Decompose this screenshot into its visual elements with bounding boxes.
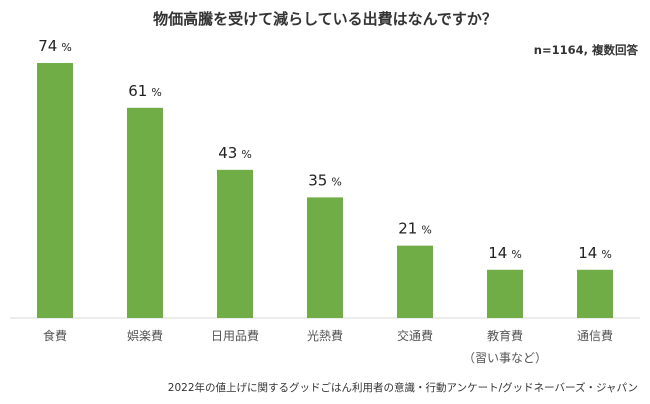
data-label-3: 43% [218, 144, 252, 162]
data-label-4: 35% [308, 171, 342, 189]
category-label-2: 娯楽費 [127, 328, 163, 343]
bar-2 [127, 107, 163, 318]
category-label-5: 交通費 [397, 328, 433, 343]
bar-5 [397, 245, 433, 318]
sample-note: n=1164, 複数回答 [533, 43, 638, 57]
data-label-5: 21% [398, 220, 432, 238]
category-label-7: 通信費 [577, 328, 613, 343]
data-label-7: 14% [578, 244, 612, 262]
category-sublabel-6: （習い事など） [463, 351, 547, 365]
chart-title: 物価高騰を受けて減らしている出費はなんですか？ [153, 10, 497, 28]
data-label-6: 14% [488, 244, 522, 262]
category-label-6: 教育費 [487, 328, 523, 343]
source-note: 2022年の値上げに関するグッドごはん利用者の意識・行動アンケート/グッドネーバ… [167, 382, 638, 394]
category-label-4: 光熱費 [307, 328, 343, 343]
data-label-1: 74% [38, 37, 72, 55]
category-label-3: 日用品費 [211, 328, 259, 343]
category-label-1: 食費 [43, 328, 67, 343]
bar-1 [37, 63, 73, 318]
bar-6 [487, 269, 523, 318]
bar-4 [307, 197, 343, 318]
bar-3 [217, 169, 253, 318]
bar-7 [577, 269, 613, 318]
data-label-2: 61% [128, 82, 162, 100]
